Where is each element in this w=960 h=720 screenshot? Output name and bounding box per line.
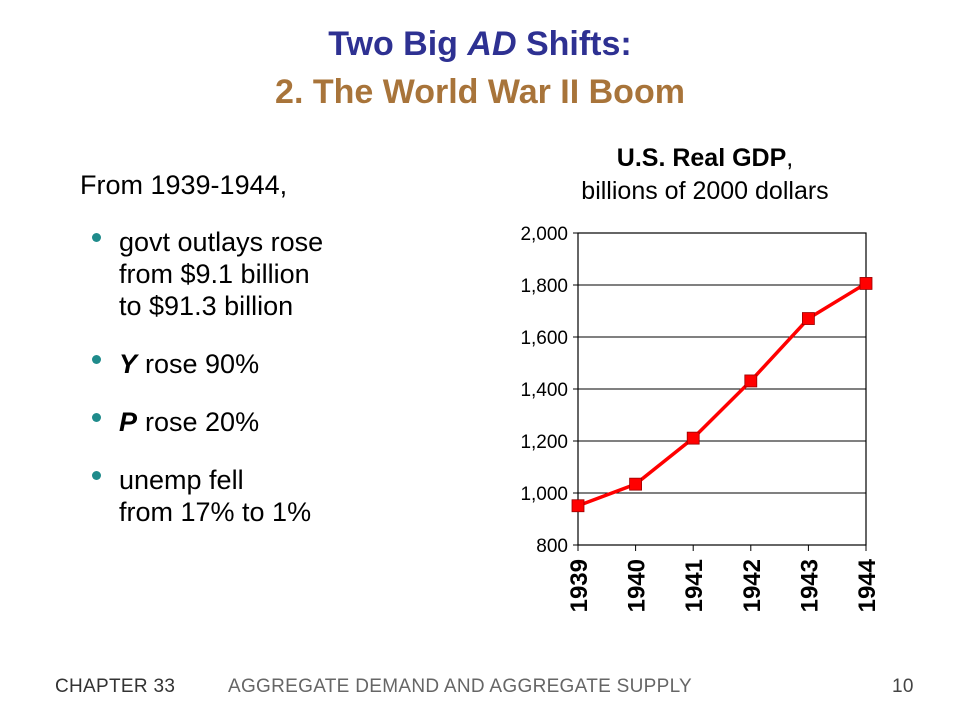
- bullet-dot-icon: [92, 471, 101, 480]
- data-point-marker: [802, 312, 815, 325]
- footer-title: AGGREGATE DEMAND AND AGGREGATE SUPPLY: [228, 676, 693, 697]
- gdp-series-line: [577, 281, 867, 508]
- chart-title: U.S. Real GDP, billions of 2000 dollars: [540, 142, 870, 208]
- bullet-text: rose 20%: [145, 407, 260, 437]
- chart-title-main: U.S. Real GDP: [616, 144, 787, 172]
- variable-p: P: [119, 407, 138, 437]
- x-tick-label: 1944: [854, 558, 881, 612]
- x-tick-label: 1941: [681, 559, 708, 612]
- y-tick-label: 1,400: [520, 380, 568, 401]
- footer-page-number: 10: [892, 676, 914, 697]
- bullet-list: govt outlays rose from $9.1 billion to $…: [92, 226, 323, 528]
- bullet-line: to $91.3 billion: [119, 291, 294, 321]
- slide-title-line-2: 2. The World War II Boom: [275, 73, 685, 111]
- x-tick-label: 1942: [739, 559, 766, 612]
- bullet-unemployment: unemp fell from 17% to 1%: [92, 464, 323, 528]
- x-tick-label: 1939: [566, 559, 593, 612]
- data-point-marker: [744, 374, 758, 388]
- y-tick-label: 1,600: [520, 328, 568, 349]
- plot-area-frame: [577, 232, 867, 546]
- slide-title-line-1: Two Big AD Shifts:: [0, 22, 960, 66]
- bullet-line: from $9.1 billion: [119, 259, 310, 289]
- variable-y: Y: [119, 349, 138, 379]
- data-point-marker: [686, 431, 700, 445]
- bullet-line: from 17% to 1%: [119, 497, 312, 527]
- bullet-outlays: govt outlays rose from $9.1 billion to $…: [92, 226, 323, 322]
- intro-text: From 1939-1944,: [80, 170, 288, 200]
- x-tick-label: 1940: [624, 559, 651, 612]
- chart-title-comma: ,: [786, 144, 794, 172]
- title-suffix: Shifts:: [516, 25, 632, 63]
- bullet-dot-icon: [92, 413, 101, 422]
- data-point-marker: [629, 477, 642, 491]
- footer-chapter: CHAPTER 33: [55, 676, 176, 697]
- bullet-text: rose 90%: [145, 349, 260, 379]
- y-tick-label: 1,000: [520, 484, 568, 505]
- data-point-marker: [571, 499, 585, 513]
- y-tick-label: 1,800: [520, 276, 568, 297]
- x-tick-label: 1943: [796, 559, 823, 612]
- y-tick-label: 800: [536, 536, 568, 557]
- title-ad: AD: [467, 25, 517, 63]
- chart-title-units: billions of 2000 dollars: [581, 177, 829, 205]
- bullet-line: unemp fell: [119, 465, 244, 495]
- bullet-dot-icon: [92, 233, 101, 242]
- data-point-marker: [859, 277, 873, 290]
- bullet-line: govt outlays rose: [119, 227, 324, 257]
- y-tick-label: 2,000: [520, 224, 568, 245]
- y-tick-label: 1,200: [520, 432, 568, 453]
- title-prefix: Two Big: [328, 25, 468, 63]
- bullet-dot-icon: [92, 355, 101, 364]
